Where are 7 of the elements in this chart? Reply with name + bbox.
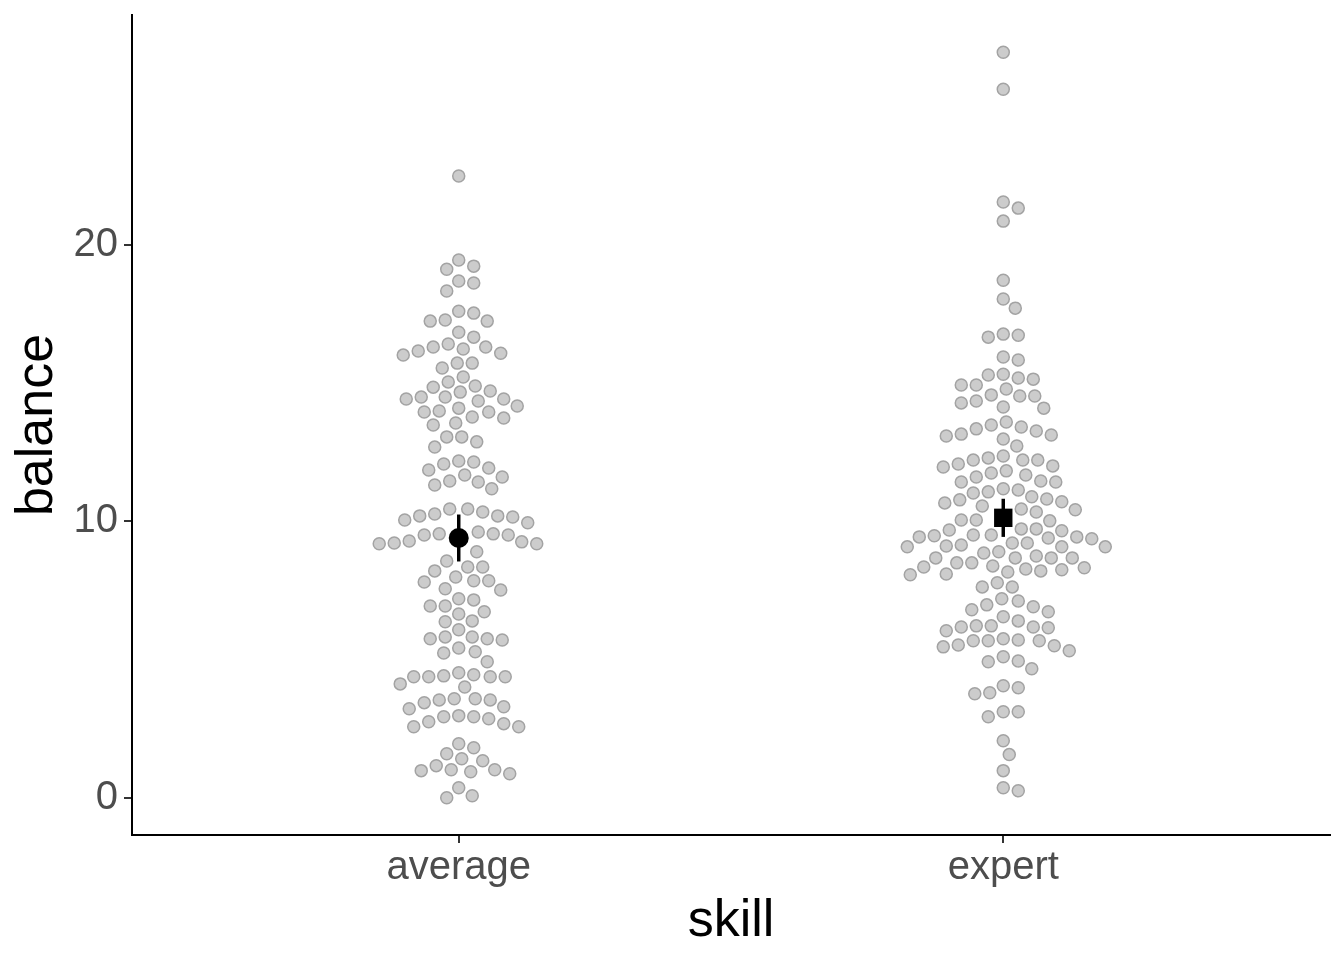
y-tick-label: 10 — [73, 496, 118, 541]
y-axis-title: balance — [4, 333, 63, 517]
y-tick-label: 0 — [95, 772, 118, 817]
x-tick-label: average — [386, 843, 532, 888]
y-tick-label: 20 — [73, 220, 118, 265]
x-axis-title: skill — [687, 889, 775, 948]
x-tick-label: expert — [947, 843, 1059, 888]
